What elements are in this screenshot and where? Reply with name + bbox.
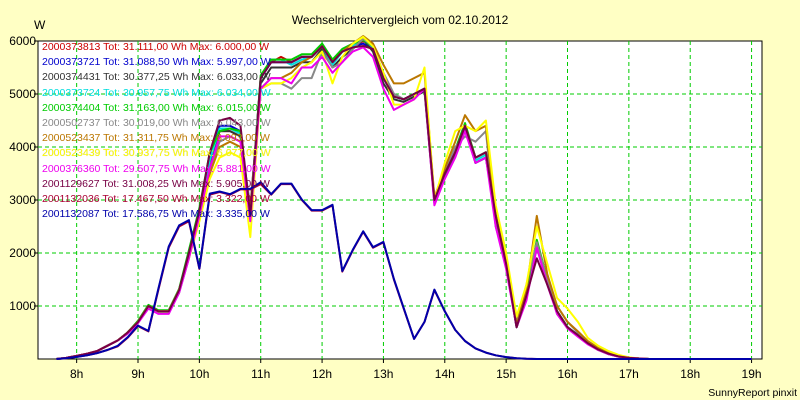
legend: 2000373813 Tot: 31.111,00 Wh Max: 6.000,… — [42, 40, 271, 222]
legend-entry-2000502737: 2000502737 Tot: 30.019,00 Wh Max: 6.043,… — [42, 117, 271, 130]
legend-entry-2000376360: 2000376360 Tot: 29.507,75 Wh Max: 5.881,… — [42, 162, 271, 175]
y-tick-label: 5000 — [9, 87, 36, 101]
legend-entry-2000374404: 2000374404 Tot: 31.163,00 Wh Max: 6.015,… — [42, 101, 271, 114]
x-tick-label: 17h — [619, 367, 639, 381]
x-tick-label: 16h — [557, 367, 577, 381]
legend-entry-2000523439: 2000523439 Tot: 30.937,75 Wh Max: 6.077,… — [42, 147, 271, 160]
legend-entry-2000373721: 2000373721 Tot: 31.088,50 Wh Max: 5.997,… — [42, 56, 271, 69]
y-tick-label: 3000 — [9, 193, 36, 207]
x-tick-label: 11h — [251, 367, 270, 381]
x-tick-label: 12h — [312, 367, 332, 381]
x-tick-label: 18h — [680, 367, 700, 381]
y-tick-label: 6000 — [9, 34, 36, 48]
x-tick-label: 10h — [189, 367, 209, 381]
x-tick-label: 13h — [373, 367, 393, 381]
legend-entry-2001132036: 2001132036 Tot: 17.467,50 Wh Max: 3.322,… — [42, 193, 270, 206]
x-tick-label: 14h — [435, 367, 455, 381]
legend-entry-2000373813: 2000373813 Tot: 31.111,00 Wh Max: 6.000,… — [42, 41, 270, 53]
x-tick-label: 15h — [496, 367, 516, 381]
x-tick-label: 19h — [742, 367, 762, 381]
y-tick-label: 1000 — [9, 299, 36, 313]
legend-entry-2000374431: 2000374431 Tot: 30.377,25 Wh Max: 6.033,… — [42, 71, 271, 84]
legend-entry-2001129627: 2001129627 Tot: 31.008,25 Wh Max: 5.905,… — [42, 177, 270, 190]
legend-entry-2000523437: 2000523437 Tot: 31.311,75 Wh Max: 6.093,… — [42, 132, 270, 145]
chart-title: Wechselrichtervergleich vom 02.10.2012 — [292, 13, 509, 27]
x-tick-label: 9h — [131, 367, 144, 381]
legend-entry-2001132087: 2001132087 Tot: 17.586,75 Wh Max: 3.335,… — [42, 208, 270, 221]
footer-credit: SunnyReport pinxit — [708, 387, 797, 399]
x-tick-label: 8h — [70, 367, 83, 381]
legend-entry-2000373724: 2000373724 Tot: 30.957,75 Wh Max: 6.034,… — [42, 86, 271, 99]
y-tick-label: 2000 — [9, 246, 36, 260]
series-line-2001132087 — [56, 181, 752, 360]
y-axis-label: W — [34, 18, 46, 32]
y-tick-label: 4000 — [9, 140, 36, 154]
